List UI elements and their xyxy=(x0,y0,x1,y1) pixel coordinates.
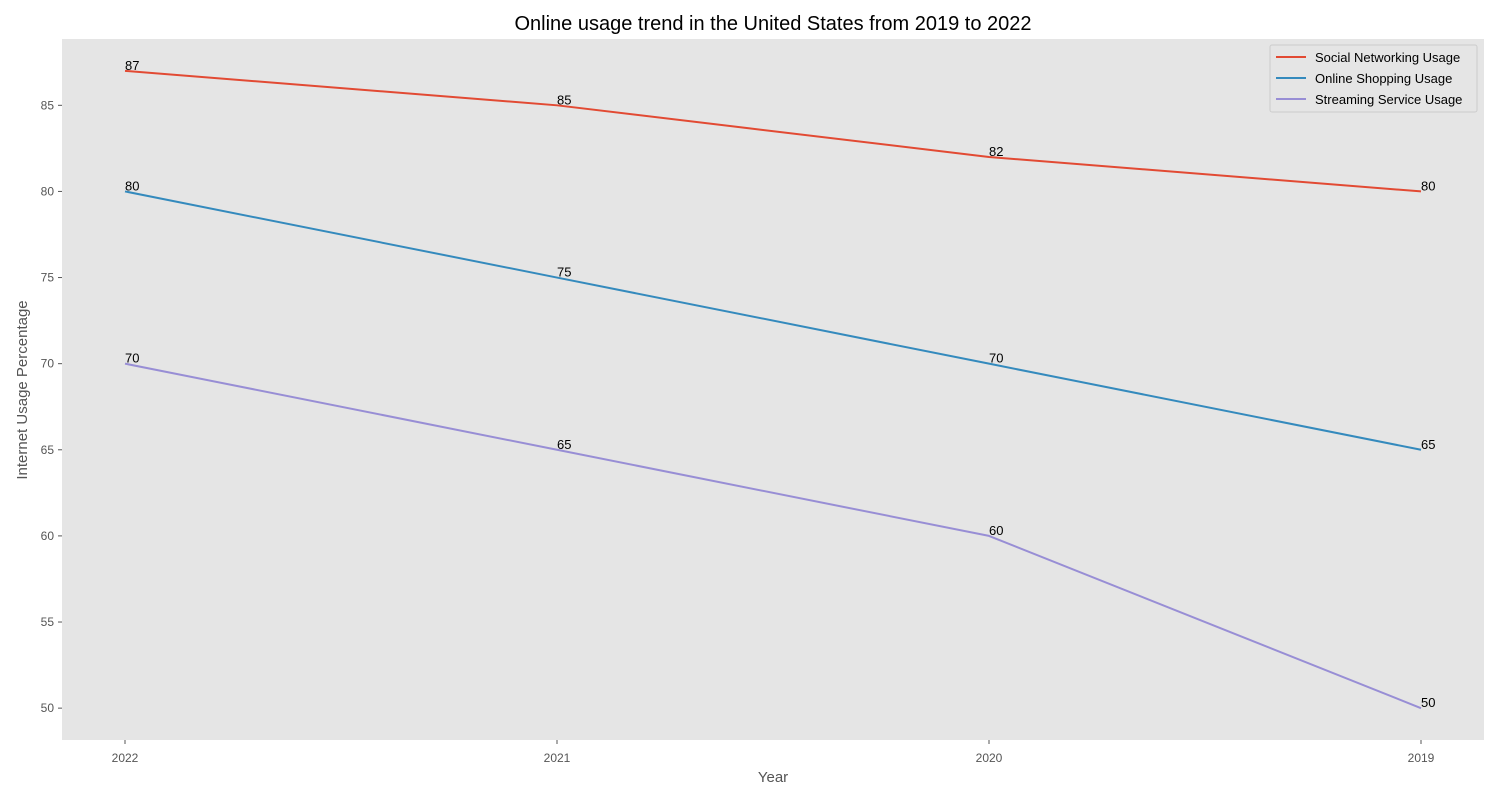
data-label: 60 xyxy=(989,523,1003,538)
data-label: 50 xyxy=(1421,695,1435,710)
y-tick-label: 85 xyxy=(41,98,55,112)
series-line-3 xyxy=(124,362,1422,710)
legend-entry: Social Networking Usage xyxy=(1315,50,1460,65)
y-tick-label: 60 xyxy=(41,529,55,543)
data-label: 70 xyxy=(125,351,139,366)
legend: Social Networking Usage Online Shopping U… xyxy=(1269,44,1478,113)
data-label: 87 xyxy=(125,58,139,73)
data-label: 65 xyxy=(557,437,571,452)
data-label: 82 xyxy=(989,144,1003,159)
data-label: 80 xyxy=(1421,178,1435,193)
x-tick-label: 2021 xyxy=(544,751,571,765)
y-tick-label: 50 xyxy=(41,701,55,715)
y-axis: 50 55 60 65 70 75 80 85 xyxy=(41,98,62,715)
data-labels: 87 85 82 80 80 75 70 65 70 65 60 50 xyxy=(125,58,1435,710)
data-label: 65 xyxy=(1421,437,1435,452)
legend-box xyxy=(1269,44,1478,113)
legend-entry: Online Shopping Usage xyxy=(1315,71,1452,86)
y-axis-label: Internet Usage Percentage xyxy=(14,300,31,479)
x-tick-label: 2019 xyxy=(1408,751,1435,765)
data-label: 85 xyxy=(557,92,571,107)
data-label: 80 xyxy=(125,178,139,193)
y-tick-label: 55 xyxy=(41,615,55,629)
y-tick-label: 75 xyxy=(41,271,55,285)
x-axis: 2022 2021 2020 2019 xyxy=(112,740,1435,765)
x-tick-label: 2020 xyxy=(976,751,1003,765)
series-line-1 xyxy=(124,69,1422,193)
y-tick-label: 65 xyxy=(41,443,55,457)
x-tick-label: 2022 xyxy=(112,751,139,765)
y-tick-label: 70 xyxy=(41,357,55,371)
series-lines xyxy=(124,69,1422,710)
legend-entry: Streaming Service Usage xyxy=(1315,92,1462,107)
y-tick-label: 80 xyxy=(41,184,55,198)
x-axis-label: Year xyxy=(758,769,788,786)
data-label: 70 xyxy=(989,351,1003,366)
chart-title: Online usage trend in the United States … xyxy=(514,13,1031,35)
data-label: 75 xyxy=(557,265,571,280)
plot-area xyxy=(62,39,1484,740)
series-line-2 xyxy=(124,190,1422,451)
